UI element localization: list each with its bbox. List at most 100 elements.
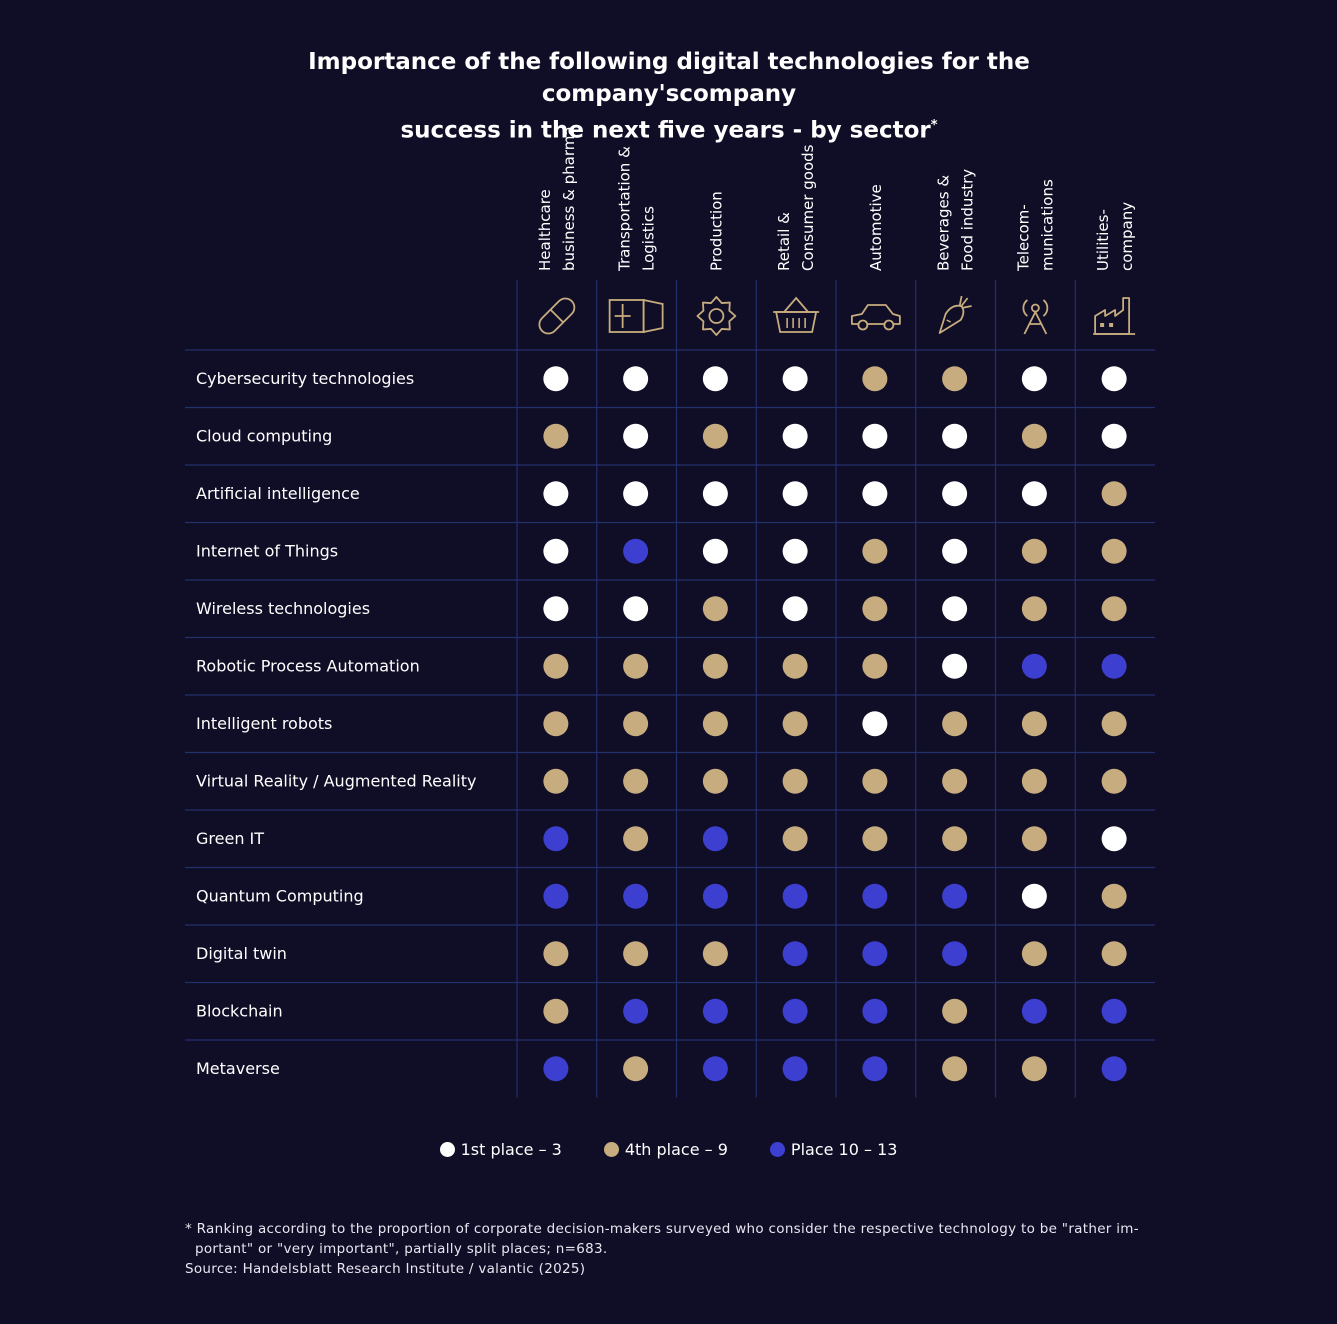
row-label: Internet of Things (196, 541, 338, 560)
rank-dot-mid (702, 596, 728, 622)
rank-dot-top (702, 538, 728, 564)
row-label: Intelligent robots (196, 714, 332, 733)
legend-label-low: Place 10 – 13 (790, 1140, 898, 1159)
rank-dot-mid (782, 711, 808, 737)
rank-dot-mid (862, 538, 888, 564)
rank-dot-mid (543, 998, 569, 1024)
rank-dot-mid (1021, 711, 1047, 737)
row-label: Digital twin (196, 944, 287, 963)
row-label: Blockchain (196, 1001, 283, 1020)
rank-dot-low (862, 1056, 888, 1082)
pill-icon (538, 297, 576, 335)
rank-dot-low (1101, 653, 1127, 679)
legend-label-top: 1st place – 3 (460, 1140, 562, 1159)
rank-dot-low (1101, 1056, 1127, 1082)
rank-dot-mid (942, 366, 968, 392)
sector-label: munications (1038, 179, 1056, 271)
rank-dot-top (942, 596, 968, 622)
carrot-leaves (958, 295, 972, 309)
row-label: Artificial intelligence (196, 484, 360, 503)
rank-dot-mid (862, 596, 888, 622)
chart-title-line2: success in the next five years - by sect… (400, 117, 938, 144)
rank-dot-mid (543, 653, 569, 679)
footnote-line2: portant" or "very important", partially … (195, 1241, 608, 1257)
rank-dot-low (862, 941, 888, 967)
rank-dot-mid (543, 711, 569, 737)
rank-dot-mid (623, 941, 649, 967)
rank-dot-mid (1021, 596, 1047, 622)
rank-dot-mid (1021, 423, 1047, 449)
factory-icon (1093, 297, 1136, 335)
rank-dot-top (782, 481, 808, 507)
legend-item-top: 1st place – 3 (439, 1140, 562, 1159)
legend-dot-low (769, 1142, 785, 1157)
sector-label: Logistics (640, 206, 658, 271)
sector-label: Utilities- (1094, 209, 1112, 271)
sector-label: company (1118, 202, 1136, 271)
rank-dot-mid (623, 653, 649, 679)
rank-dot-low (623, 538, 649, 564)
rank-dot-mid (1101, 768, 1127, 794)
rank-dot-mid (782, 768, 808, 794)
rank-dot-low (1101, 998, 1127, 1024)
rank-dot-top (862, 423, 888, 449)
rank-dot-top (623, 366, 649, 392)
rank-dot-mid (702, 423, 728, 449)
rank-dot-mid (623, 826, 649, 852)
rank-dot-low (623, 883, 649, 909)
rank-dot-top (782, 423, 808, 449)
basket-body (775, 311, 818, 333)
chart-title: Importance of the following digital tech… (180, 46, 1158, 147)
gear-teeth (696, 296, 737, 336)
rank-dot-top (942, 423, 968, 449)
rank-dot-mid (942, 1056, 968, 1082)
row-label: Cybersecurity technologies (196, 369, 414, 388)
antenna-icon (1022, 299, 1049, 335)
rank-dot-top (543, 366, 569, 392)
rank-dot-mid (942, 826, 968, 852)
rank-dot-low (942, 883, 968, 909)
row-label: Green IT (196, 829, 264, 848)
sector-header: Healthcare business & pharma (536, 126, 578, 271)
sector-label: Retail & (775, 212, 793, 271)
rank-dot-mid (1021, 941, 1047, 967)
rank-dot-top (1101, 423, 1127, 449)
rank-dot-top (1021, 883, 1047, 909)
rank-dot-low (942, 941, 968, 967)
rank-dot-top (942, 653, 968, 679)
rank-dot-top (942, 481, 968, 507)
truck-cab (642, 298, 664, 334)
rank-dot-mid (543, 423, 569, 449)
rank-dot-low (543, 1056, 569, 1082)
rank-dot-top (862, 481, 888, 507)
rank-dot-low (1021, 653, 1047, 679)
rank-dot-mid (1101, 941, 1127, 967)
rank-dot-mid (623, 1056, 649, 1082)
rank-dot-low (543, 826, 569, 852)
rank-dot-mid (1101, 711, 1127, 737)
rank-dot-top (782, 538, 808, 564)
rank-dot-low (702, 826, 728, 852)
legend-item-low: Place 10 – 13 (769, 1140, 898, 1159)
rank-dot-low (623, 998, 649, 1024)
legend-dot-top (439, 1142, 455, 1157)
footnote-mark: * (930, 118, 938, 133)
legend-label-mid: 4th place – 9 (624, 1140, 728, 1159)
source-note: Source: Handelsblatt Research Institute … (185, 1261, 586, 1277)
sector-header: Retail & Consumer goods (775, 144, 817, 271)
sector-label: Healthcare (536, 189, 554, 271)
rank-dot-low (702, 998, 728, 1024)
factory-outline (1094, 297, 1131, 335)
rank-dot-mid (543, 941, 569, 967)
rank-dot-mid (782, 826, 808, 852)
pill-split (549, 308, 564, 324)
rank-dot-top (862, 711, 888, 737)
legend: 1st place – 3 4th place – 9 Place 10 – 1… (0, 1140, 1337, 1159)
row-label: Quantum Computing (196, 886, 364, 905)
rank-dot-top (1101, 826, 1127, 852)
sector-header: Telecom-munications (1014, 179, 1056, 272)
antenna-top (1030, 303, 1040, 313)
sector-label: Production (707, 191, 725, 271)
row-label: Cloud computing (196, 426, 332, 445)
rank-dot-mid (942, 998, 968, 1024)
